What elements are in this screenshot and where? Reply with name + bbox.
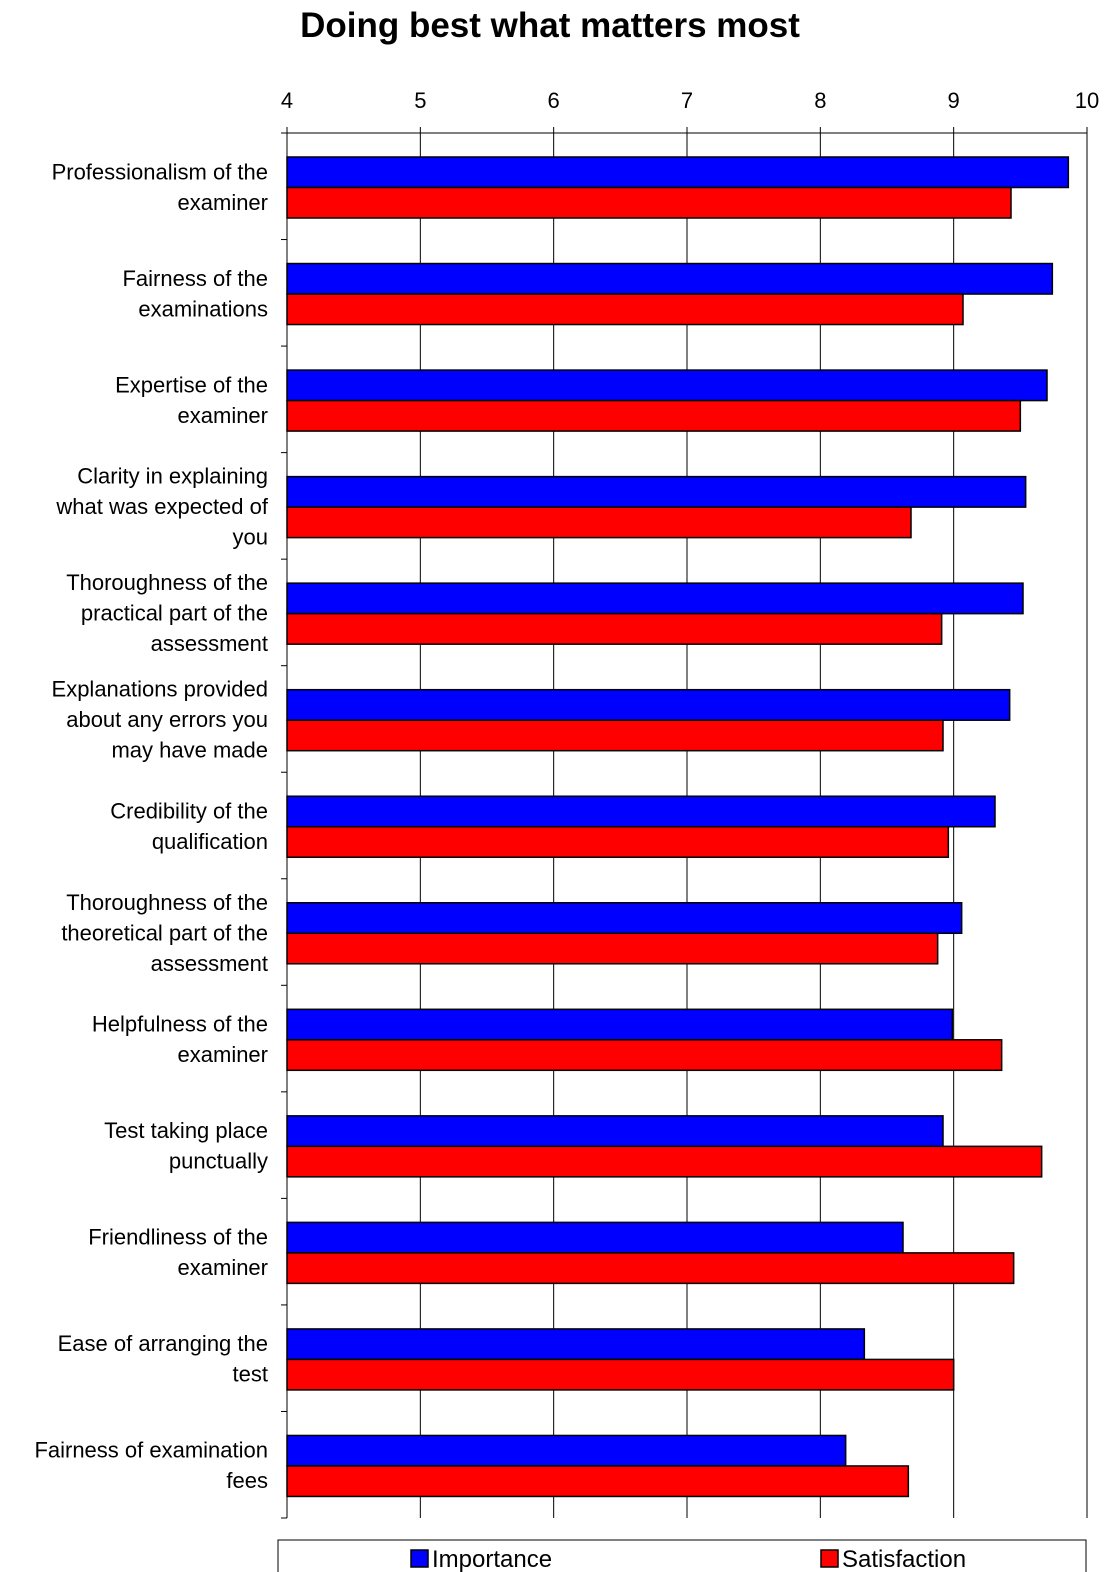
category-label-line: Helpfulness of the [92,1012,268,1037]
bars [286,156,1070,1498]
bar-importance [286,1115,944,1148]
bar-importance [286,582,1024,615]
category-label-line: Fairness of the [122,266,268,291]
category-label: Ease of arranging the test [58,1331,268,1387]
bar-satisfaction [286,1252,1015,1285]
bar-satisfaction [286,293,964,326]
category-label: Clarity in explaining what was expected o… [55,464,268,550]
axes [281,127,1088,1519]
category-label-line: you [233,525,268,550]
bar-satisfaction [286,825,950,858]
x-tick-label: 10 [1075,88,1099,113]
bar-importance [286,795,996,828]
legend-label-importance: Importance [432,1546,552,1572]
category-label-line: examiner [178,403,268,428]
category-label: Friendliness of the examiner [88,1225,268,1281]
chart-title: Doing best what matters most [300,6,800,45]
category-label-line: Thoroughness of the [66,890,268,915]
category-label-line: Friendliness of the [88,1225,268,1250]
legend-label-satisfaction: Satisfaction [842,1546,966,1572]
x-tick-label: 9 [948,88,960,113]
category-label-line: examiner [178,1042,268,1067]
bar-importance [286,475,1027,508]
bar-importance [286,1008,954,1041]
bar-satisfaction [286,719,944,752]
bar-importance [286,1434,847,1467]
bar-satisfaction [286,1145,1043,1178]
x-tick-labels: 4 5 6 7 8 9 10 [281,88,1099,113]
category-label-line: theoretical part of the [61,920,268,945]
bar-importance [286,262,1054,295]
category-label-line: Clarity in explaining [77,464,268,489]
category-label-line: Thoroughness of the [66,570,268,595]
bar-satisfaction [286,506,912,539]
bar-importance [286,902,963,935]
category-label-line: Credibility of the [110,798,268,823]
category-label: Explanations provided about any errors yo… [52,677,268,763]
bar-satisfaction [286,1039,1003,1072]
category-label-line: Explanations provided [52,677,268,702]
bar-satisfaction [286,612,943,645]
legend: Importance Satisfaction [277,1539,1087,1572]
category-label: Expertise of the examiner [115,372,268,428]
x-tick-label: 7 [681,88,693,113]
category-label: Helpfulness of the examiner [92,1012,268,1068]
category-label-line: Test taking place [104,1118,268,1143]
bar-importance [286,688,1011,721]
bar-satisfaction [286,399,1022,432]
category-label-line: examinations [138,296,268,321]
legend-swatch-importance [410,1549,429,1568]
category-label-line: Ease of arranging the [58,1331,268,1356]
category-label-line: practical part of the [81,601,268,626]
category-label: Fairness of examination fees [34,1438,268,1494]
category-label-line: assessment [151,631,268,656]
category-label-line: punctually [169,1149,268,1174]
legend-swatch-satisfaction [820,1549,839,1568]
category-label-line: Professionalism of the [52,159,268,184]
category-label: Credibility of the qualification [110,798,268,854]
x-tick-label: 5 [414,88,426,113]
bar-importance [286,369,1048,402]
category-label: Professionalism of the examiner [52,159,268,215]
x-tick-label: 4 [281,88,293,113]
category-label-line: examiner [178,190,268,215]
category-label: Thoroughness of the theoretical part of t… [61,890,268,976]
category-labels: Professionalism of the examiner Fairness o… [34,159,268,1493]
category-label-line: what was expected of [55,494,268,519]
category-label-line: Fairness of examination [34,1438,268,1463]
bar-satisfaction [286,186,1012,219]
category-label-line: fees [226,1468,268,1493]
x-tick-label: 6 [548,88,560,113]
category-label-line: assessment [151,951,268,976]
category-label: Test taking place punctually [104,1118,268,1174]
category-label-line: qualification [152,829,268,854]
bar-satisfaction [286,1465,910,1498]
category-label-line: about any errors you [66,707,268,732]
bar-satisfaction [286,932,939,965]
category-label: Fairness of the examinations [122,266,268,322]
bar-importance [286,1328,866,1361]
category-label-line: may have made [111,738,268,763]
category-label-line: Expertise of the [115,372,268,397]
category-label-line: examiner [178,1255,268,1280]
bar-importance [286,156,1070,189]
x-tick-label: 8 [814,88,826,113]
bar-satisfaction [286,1358,955,1391]
category-label: Thoroughness of the practical part of the… [66,570,268,656]
category-label-line: test [233,1362,268,1387]
bar-importance [286,1221,904,1254]
